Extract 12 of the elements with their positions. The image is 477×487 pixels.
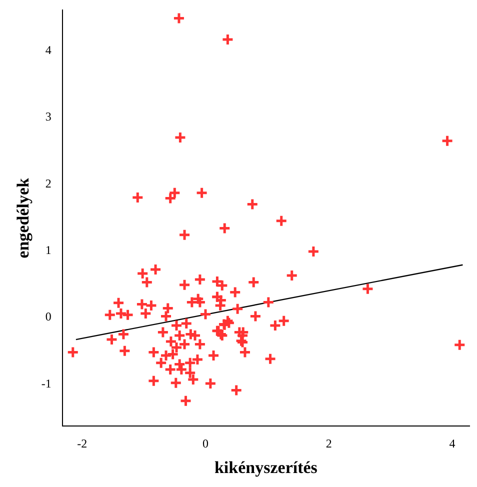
y-tick-label: 3	[45, 110, 52, 124]
y-tick-label: 4	[45, 43, 52, 58]
x-axis-title: kikényszerítés	[214, 458, 318, 478]
x-tick-label: -2	[77, 436, 88, 451]
y-tick-label: 1	[45, 243, 52, 258]
y-axis-title: engedélyek	[14, 178, 33, 258]
x-tick-label: 2	[326, 436, 332, 451]
y-tick-label: 0	[45, 310, 52, 324]
y-tick-label: 2	[45, 176, 52, 190]
x-tick-label: 4	[449, 436, 456, 451]
y-tick-label: -1	[41, 376, 52, 390]
x-tick-label: 0	[202, 436, 208, 451]
